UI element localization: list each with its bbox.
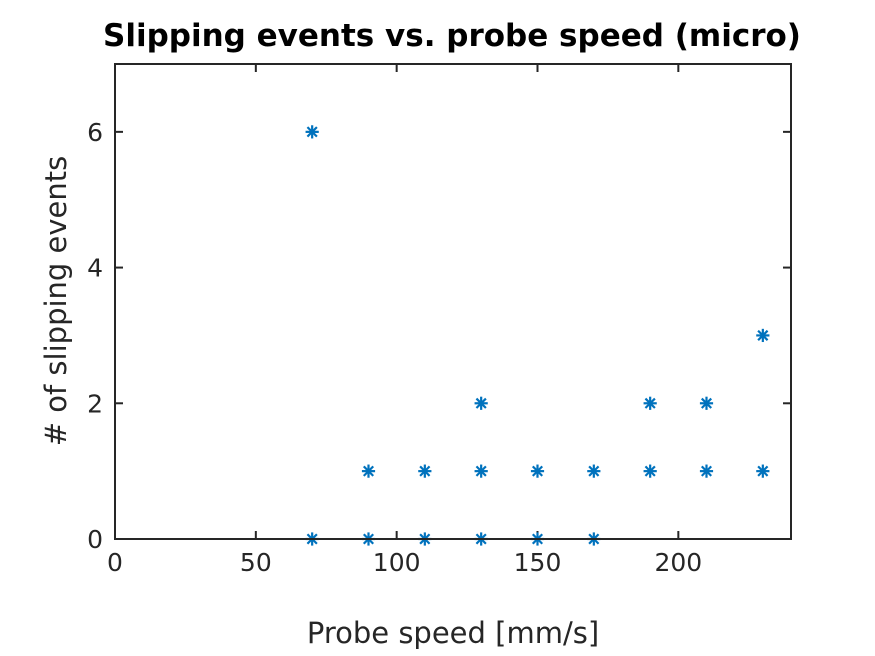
data-point (643, 464, 657, 478)
chart-title: Slipping events vs. probe speed (micro) (103, 18, 801, 54)
x-tick-label: 100 (373, 548, 421, 577)
data-point (305, 125, 319, 139)
data-point (643, 396, 657, 410)
x-tick-label: 150 (514, 548, 562, 577)
plot-frame (114, 63, 792, 540)
data-point (587, 464, 601, 478)
data-point (756, 328, 770, 343)
data-point (699, 464, 714, 478)
y-axis-label: # of slipping events (39, 156, 73, 447)
x-tick-label: 50 (240, 548, 272, 577)
data-points (305, 125, 770, 546)
y-tick-label: 0 (87, 525, 103, 554)
data-point (418, 464, 432, 478)
data-point (530, 464, 545, 478)
y-tick-label: 4 (87, 254, 103, 283)
axis-ticks: 0 50 100 150 200 0 2 4 6 (87, 64, 791, 577)
y-tick-label: 6 (87, 118, 103, 147)
data-point (699, 396, 714, 410)
data-point (361, 464, 376, 478)
y-tick-label: 2 (87, 389, 103, 418)
x-axis-label: Probe speed [mm/s] (307, 616, 599, 650)
data-point (474, 464, 488, 478)
data-point (474, 396, 488, 410)
x-tick-label: 200 (654, 548, 702, 577)
data-point (756, 464, 770, 478)
x-tick-label: 0 (107, 548, 123, 577)
